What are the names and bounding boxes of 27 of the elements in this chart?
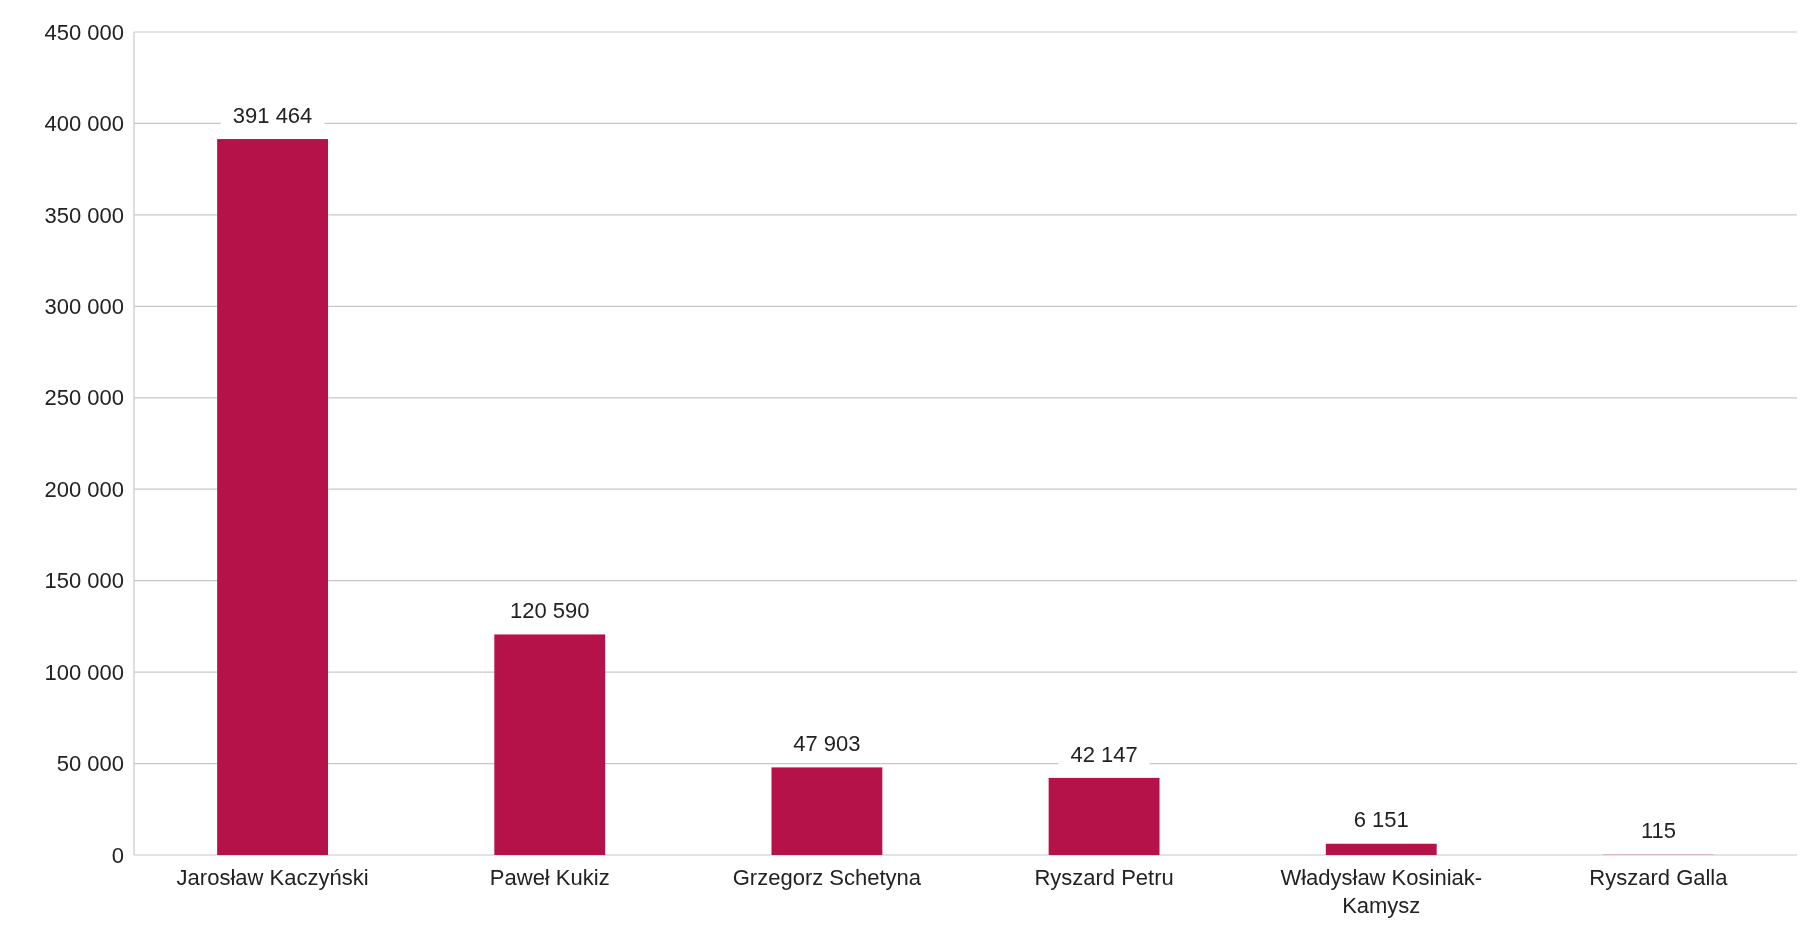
data-label: 6 151 [1353,807,1409,833]
y-tick-label: 0 [111,842,124,868]
data-label: 42 147 [1070,741,1138,767]
x-tick-label: Ryszard Petru [1034,865,1174,890]
bar [494,634,606,855]
x-tick-label: Jarosław Kaczyński [176,865,369,890]
bar [771,767,883,855]
x-tick-label: Paweł Kukiz [489,865,610,890]
y-tick-label: 200 000 [44,476,124,502]
y-tick-label: 400 000 [44,111,124,137]
y-tick-label: 50 000 [56,751,124,777]
y-tick-label: 150 000 [44,568,124,594]
y-tick-label: 100 000 [44,659,124,685]
y-tick-label: 250 000 [44,385,124,411]
bar [217,139,329,855]
data-label: 391 464 [232,102,313,128]
bar [1048,777,1160,855]
data-label: 115 [1640,818,1676,844]
y-tick-label: 450 000 [44,19,124,45]
x-tick-label: Grzegorz Schetyna [732,865,922,890]
bar [1325,843,1437,855]
data-label: 120 590 [509,598,590,624]
data-label: 47 903 [793,731,861,757]
x-tick-label: Ryszard Galla [1589,865,1729,890]
y-tick-label: 300 000 [44,294,124,320]
y-tick-label: 350 000 [44,202,124,228]
x-tick-label: Władysław Kosiniak-Kamysz [1280,865,1483,918]
